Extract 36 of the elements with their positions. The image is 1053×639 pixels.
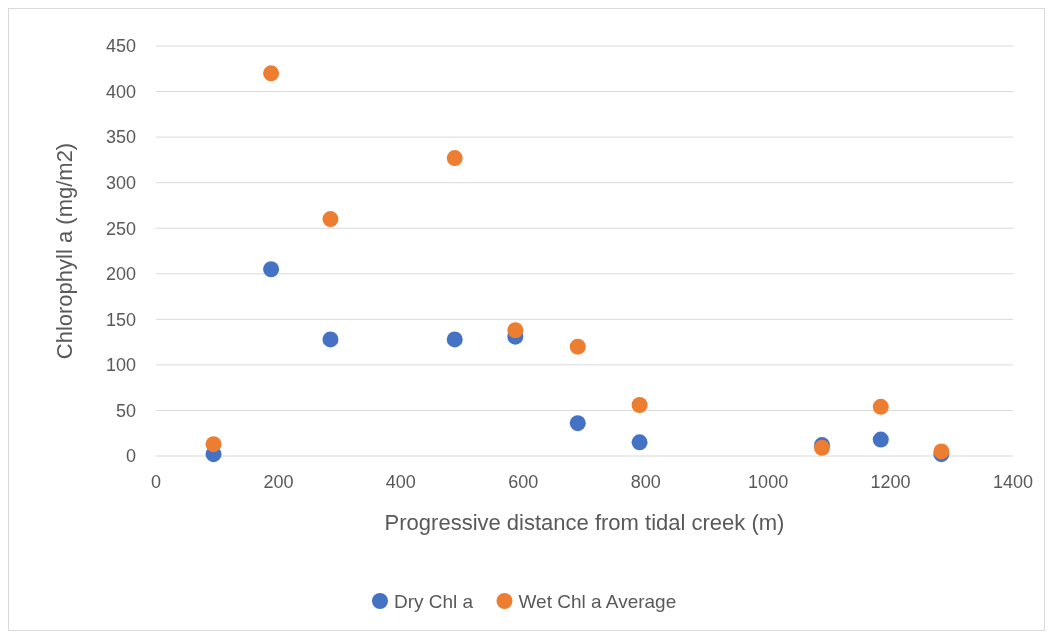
y-tick-label: 250 [105, 218, 136, 239]
x-tick-label: 1000 [748, 472, 789, 492]
x-tick-label: 400 [385, 472, 416, 492]
point [631, 396, 648, 413]
legend-label: Dry Chl a [394, 590, 474, 612]
point [322, 331, 339, 348]
x-tick-label: 1200 [870, 472, 911, 492]
y-tick-label: 400 [105, 81, 136, 102]
point [507, 322, 524, 339]
y-tick-label: 200 [105, 264, 136, 285]
point [322, 211, 339, 228]
y-axis-title: Chlorophyll a (mg/m2) [52, 142, 77, 360]
x-tick-label: 0 [150, 472, 162, 492]
y-tick-label: 0 [125, 446, 136, 467]
x-tick-label: 600 [508, 472, 539, 492]
x-axis-title: Progressive distance from tidal creek (m) [384, 510, 785, 535]
y-tick-label: 300 [105, 172, 136, 193]
point [631, 434, 648, 451]
point [205, 436, 222, 453]
point [263, 65, 280, 82]
x-tick-label: 200 [263, 472, 294, 492]
point [446, 150, 463, 167]
y-tick-label: 450 [105, 36, 136, 57]
y-tick-label: 50 [115, 400, 136, 421]
x-tick-label: 800 [630, 472, 661, 492]
point [569, 338, 586, 355]
point [446, 331, 463, 348]
point [872, 431, 889, 448]
x-tick-label: 1400 [992, 472, 1034, 492]
point [263, 261, 280, 278]
y-tick-label: 100 [105, 355, 136, 376]
point [872, 398, 889, 415]
point [569, 415, 586, 432]
legend-label: Wet Chl a Average [518, 590, 677, 612]
y-tick-label: 150 [105, 309, 136, 330]
y-tick-label: 350 [105, 127, 136, 148]
